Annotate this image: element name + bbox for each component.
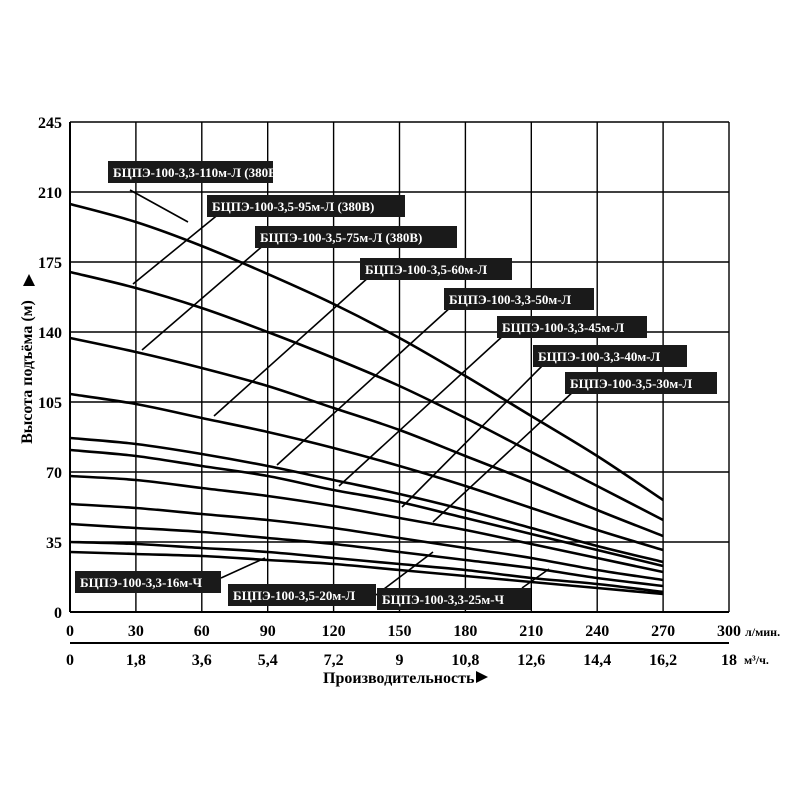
x2-tick-label: 18 — [721, 652, 737, 669]
series-label-text: БЦПЭ-100-3,5-95м-Л (380В) — [212, 199, 374, 214]
curve-line — [69, 474, 664, 574]
curve-line — [69, 392, 664, 552]
x2-tick-label: 14,4 — [583, 652, 611, 669]
y-tick-label: 175 — [38, 255, 62, 272]
x2-tick-label: 10,8 — [451, 652, 479, 669]
series-label-box — [255, 226, 457, 248]
x-tick-label: 270 — [651, 623, 675, 640]
curve-line — [69, 336, 664, 538]
x2-tick-label: 1,8 — [126, 652, 146, 669]
series-label-text: БЦПЭ-100-3,3-50м-Л — [449, 292, 572, 307]
series-label-box — [228, 584, 376, 606]
curve-line — [69, 448, 664, 568]
series-label-box — [533, 345, 687, 367]
x2-tick-label: 5,4 — [258, 652, 278, 669]
y-tick-label: 70 — [46, 465, 62, 482]
series-label: БЦПЭ-100-3,3-16м-Ч — [75, 571, 221, 593]
x-tick-label: 90 — [260, 623, 276, 640]
x2-tick-label: 0 — [66, 652, 74, 669]
series-label: БЦПЭ-100-3,3-110м-Л (380В) — [108, 161, 281, 183]
curve-line — [69, 550, 664, 596]
series-label-text: БЦПЭ-100-3,3-110м-Л (380В) — [113, 165, 281, 180]
series-label: БЦПЭ-100-3,5-30м-Л — [565, 372, 717, 394]
series-label: БЦПЭ-100-3,5-95м-Л (380В) — [207, 195, 405, 217]
series-label-text: БЦПЭ-100-3,3-16м-Ч — [80, 575, 203, 590]
leader-line — [375, 551, 434, 596]
x-unit-lmin: л/мин. — [745, 625, 780, 639]
x2-tick-label: 16,2 — [649, 652, 677, 669]
x2-tick-label: 9 — [396, 652, 404, 669]
series-label-text: БЦПЭ-100-3,3-45м-Л — [502, 320, 625, 335]
y-tick-label: 140 — [38, 325, 62, 342]
series-label: БЦПЭ-100-3,3-40м-Л — [533, 345, 687, 367]
leader-line — [129, 189, 189, 223]
series-label-box — [377, 588, 531, 610]
series-label-box — [444, 288, 594, 310]
series-label: БЦПЭ-100-3,5-75м-Л (380В) — [255, 226, 457, 248]
series-label-text: БЦПЭ-100-3,3-40м-Л — [538, 349, 661, 364]
series-label: БЦПЭ-100-3,5-20м-Л — [228, 584, 376, 606]
series-label: БЦПЭ-100-3,5-60м-Л — [360, 258, 512, 280]
curve-line — [69, 202, 664, 502]
series-label-box — [108, 161, 273, 183]
curve-line — [69, 436, 664, 564]
series-label-text: БЦПЭ-100-3,5-30м-Л — [570, 376, 693, 391]
series-label: БЦПЭ-100-3,3-25м-Ч — [377, 588, 531, 610]
series-label-box — [565, 372, 717, 394]
x-tick-label: 300 — [717, 623, 741, 640]
series-label-box — [207, 195, 405, 217]
leader-line — [432, 389, 576, 523]
x-axis-arrow-icon — [476, 671, 488, 683]
series-label-box — [497, 316, 647, 338]
x-tick-label: 240 — [585, 623, 609, 640]
leader-lines — [129, 189, 576, 596]
x-tick-label: 0 — [66, 623, 74, 640]
x-tick-label: 30 — [128, 623, 144, 640]
x-tick-label: 120 — [322, 623, 346, 640]
curve-line — [69, 502, 664, 582]
y-tick-label: 210 — [38, 185, 62, 202]
y-axis-arrow-icon — [23, 274, 35, 286]
x-unit-m3h: м³/ч. — [744, 653, 769, 667]
leader-line — [220, 557, 266, 579]
series-label-text: БЦПЭ-100-3,3-25м-Ч — [382, 592, 505, 607]
curve-line — [69, 270, 664, 522]
leader-line — [521, 568, 550, 589]
leader-line — [132, 212, 221, 285]
y-tick-label: 105 — [38, 395, 62, 412]
y-axis-title: Высота подъёма (м) — [19, 300, 36, 444]
series-labels: БЦПЭ-100-3,3-110м-Л (380В) БЦПЭ-100-3,5-9… — [75, 161, 717, 610]
x-tick-label: 180 — [453, 623, 477, 640]
leader-line — [401, 362, 546, 508]
x-tick-label: 60 — [194, 623, 210, 640]
series-label-text: БЦПЭ-100-3,5-60м-Л — [365, 262, 488, 277]
series-label-box — [360, 258, 512, 280]
leader-line — [276, 305, 453, 466]
x-axis-title: Производительность — [323, 670, 475, 687]
series-label-box — [75, 571, 221, 593]
series-label-text: БЦПЭ-100-3,5-20м-Л — [233, 588, 356, 603]
x-ticks-m3h: 0 1,8 3,6 5,4 7,2 9 10,8 12,6 14,4 16,2 18 — [66, 652, 737, 669]
x2-tick-label: 3,6 — [192, 652, 212, 669]
series-label: БЦПЭ-100-3,3-50м-Л — [444, 288, 594, 310]
curve-line — [69, 522, 664, 588]
leader-line — [141, 243, 266, 351]
x2-tick-label: 12,6 — [517, 652, 545, 669]
pump-curves — [69, 202, 664, 596]
series-label: БЦПЭ-100-3,3-45м-Л — [497, 316, 647, 338]
y-tick-label: 245 — [38, 115, 62, 132]
x-tick-label: 210 — [519, 623, 543, 640]
curve-line — [69, 540, 664, 594]
leader-line — [338, 333, 506, 487]
x-ticks-lmin: 0 30 60 90 120 150 180 210 240 270 300 — [66, 623, 741, 640]
leader-line — [213, 275, 371, 417]
y-ticks: 0 35 70 105 140 175 210 245 — [38, 115, 62, 622]
y-tick-label: 0 — [54, 605, 62, 622]
y-tick-label: 35 — [46, 535, 62, 552]
x-tick-label: 150 — [388, 623, 412, 640]
series-label-text: БЦПЭ-100-3,5-75м-Л (380В) — [260, 230, 422, 245]
x2-tick-label: 7,2 — [324, 652, 344, 669]
